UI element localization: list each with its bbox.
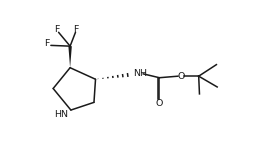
Text: NH: NH [133, 69, 147, 78]
Text: O: O [177, 72, 185, 81]
Text: O: O [156, 99, 163, 108]
Text: F: F [54, 25, 60, 34]
Text: HN: HN [54, 110, 68, 119]
Text: F: F [74, 25, 79, 34]
Text: F: F [44, 39, 50, 48]
Polygon shape [68, 46, 72, 68]
